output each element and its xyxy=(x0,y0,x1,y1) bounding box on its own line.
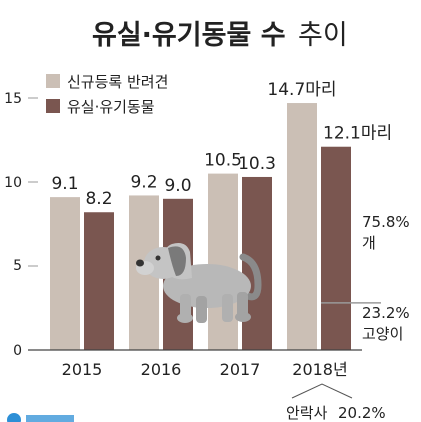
bar-abandoned-2017 xyxy=(242,176,272,350)
bar-abandoned-2018 xyxy=(321,146,351,350)
data-label: 14.7마리 xyxy=(267,80,336,100)
bar-registered-2018 xyxy=(287,103,317,350)
dog-illustration xyxy=(136,243,262,323)
data-label: 10.3 xyxy=(238,154,276,174)
euthanasia-value: 20.2% xyxy=(338,404,386,422)
legend-label-registered: 신규등록 반려견 xyxy=(67,73,168,91)
y-tick-label: 0 xyxy=(13,343,22,359)
y-tick-label: 15 xyxy=(4,91,22,107)
breakdown-dog-percent: 75.8% xyxy=(362,213,410,231)
data-label: 12.1마리 xyxy=(323,124,392,144)
callout-pointer xyxy=(291,383,353,399)
chart-title-sub: 추이 xyxy=(298,20,348,51)
y-tick-label: 5 xyxy=(13,258,22,274)
data-label: 9.2 xyxy=(130,172,157,192)
breakdown-cat-label: 고양이 xyxy=(362,325,403,343)
breakdown-dog-label: 개 xyxy=(362,234,376,252)
source-logo xyxy=(7,413,74,422)
euthanasia-label: 안락사 xyxy=(286,404,328,422)
x-tick-label: 2018년 xyxy=(292,360,347,379)
data-label: 8.2 xyxy=(85,189,112,209)
y-tick-label: 10 xyxy=(4,175,22,191)
legend-swatch-registered xyxy=(46,74,60,88)
x-tick-label: 2017 xyxy=(220,360,261,379)
data-label: 9.1 xyxy=(51,174,78,194)
data-label: 9.0 xyxy=(164,176,191,196)
breakdown-cat-percent: 23.2% xyxy=(362,304,410,322)
chart-title: 유실·유기동물 수 xyxy=(92,20,286,51)
bar-abandoned-2015 xyxy=(84,212,114,350)
bar-registered-2017 xyxy=(208,173,238,350)
legend-swatch-abandoned xyxy=(46,99,60,113)
bar-registered-2015 xyxy=(50,197,80,350)
legend-label-abandoned: 유실·유기동물 xyxy=(67,98,155,116)
x-tick-label: 2015 xyxy=(62,360,103,379)
data-label: 10.5 xyxy=(204,151,242,171)
x-tick-label: 2016 xyxy=(141,360,182,379)
